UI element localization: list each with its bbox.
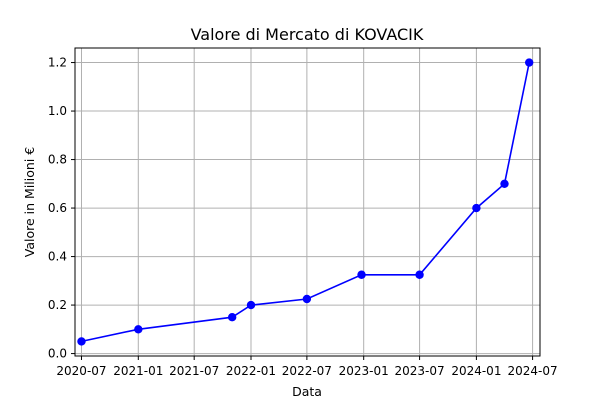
data-point-marker: [227, 312, 237, 322]
axes: 2020-07 2021-01 2021-07 2022-01 2022-07 2023-…: [48, 56, 558, 378]
y-axis-label: Valore in Milioni €: [22, 147, 37, 257]
y-tick-label: 1.2: [48, 56, 67, 70]
y-tick-label: 0.8: [48, 153, 67, 167]
plot-frame: [74, 47, 541, 357]
x-tick-label: 2022-07: [282, 364, 332, 378]
x-axis-label: Data: [292, 384, 322, 399]
data-point-marker: [246, 300, 256, 310]
x-tick-label: 2021-07: [169, 364, 219, 378]
x-tick-label: 2021-01: [113, 364, 163, 378]
chart-title: Valore di Mercato di KOVACIK: [191, 25, 424, 44]
data-point-marker: [77, 337, 86, 346]
y-tick-label: 0.6: [48, 201, 67, 215]
data-point-marker: [302, 294, 312, 304]
y-tick-label: 0.0: [48, 347, 67, 361]
grid-lines: [75, 48, 540, 356]
series-layer: [77, 58, 534, 346]
data-point-marker: [415, 270, 424, 279]
y-tick-label: 0.2: [48, 298, 67, 312]
x-tick-label: 2023-01: [339, 364, 389, 378]
y-tick-label: 1.0: [48, 104, 67, 118]
x-tick-label: 2023-07: [395, 364, 445, 378]
data-point-marker: [500, 179, 509, 189]
y-tick-label: 0.4: [48, 250, 67, 264]
x-tick-label: 2024-01: [451, 364, 501, 378]
data-point-marker: [134, 325, 143, 334]
x-tick-label: 2024-07: [508, 364, 558, 378]
data-point-marker: [524, 58, 534, 67]
data-point-marker: [357, 270, 366, 279]
data-point-marker: [472, 203, 481, 213]
x-tick-label: 2020-07: [56, 364, 106, 378]
series-line: [81, 62, 530, 343]
x-tick-label: 2022-01: [226, 364, 276, 378]
